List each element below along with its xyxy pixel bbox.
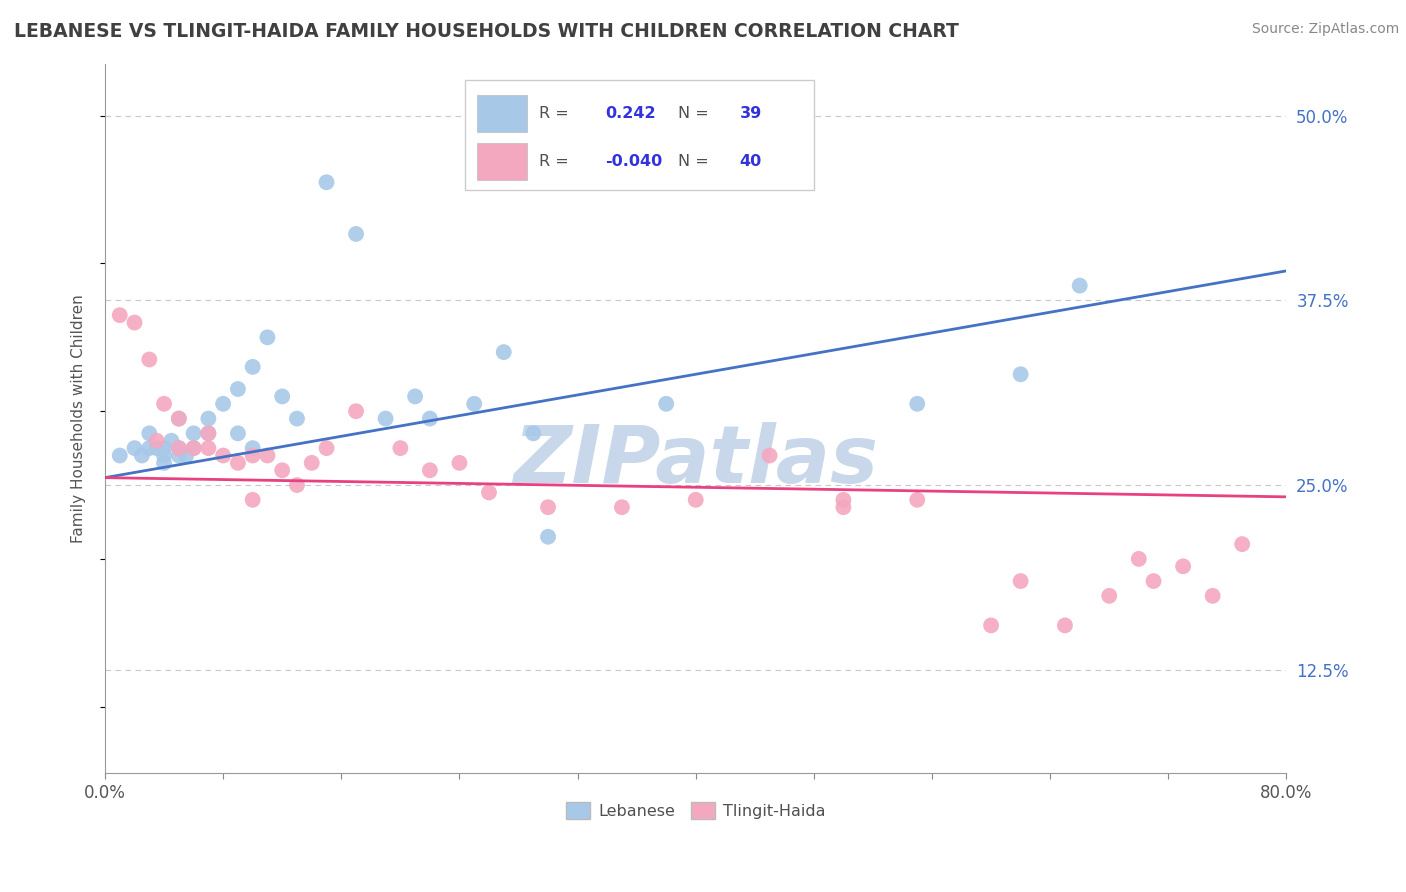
Point — [905, 492, 928, 507]
Point — [242, 441, 264, 455]
Text: R =: R = — [538, 153, 568, 169]
Point — [167, 411, 190, 425]
Point — [1171, 559, 1194, 574]
Point — [226, 456, 249, 470]
Point — [212, 397, 235, 411]
Text: ZIPatlas: ZIPatlas — [513, 422, 879, 500]
Point — [832, 492, 855, 507]
Point — [167, 411, 190, 425]
Point — [301, 456, 323, 470]
Point — [655, 397, 678, 411]
Point — [537, 530, 560, 544]
Point — [980, 618, 1002, 632]
Point — [419, 411, 441, 425]
FancyBboxPatch shape — [477, 143, 527, 179]
Point — [138, 441, 160, 455]
Point — [315, 175, 337, 189]
Point — [131, 449, 153, 463]
Point — [1098, 589, 1121, 603]
Point — [226, 382, 249, 396]
Point — [832, 500, 855, 515]
Point — [153, 441, 176, 455]
Point — [610, 500, 633, 515]
Point — [1201, 589, 1223, 603]
Point — [153, 397, 176, 411]
Point — [197, 441, 219, 455]
Point — [905, 397, 928, 411]
Point — [183, 441, 205, 455]
Point — [374, 411, 396, 425]
Point — [463, 397, 485, 411]
Point — [167, 441, 190, 455]
Point — [344, 227, 367, 241]
Point — [160, 434, 183, 448]
Text: N =: N = — [678, 153, 709, 169]
Point — [389, 441, 412, 455]
Text: LEBANESE VS TLINGIT-HAIDA FAMILY HOUSEHOLDS WITH CHILDREN CORRELATION CHART: LEBANESE VS TLINGIT-HAIDA FAMILY HOUSEHO… — [14, 22, 959, 41]
Point — [174, 449, 197, 463]
Text: 0.242: 0.242 — [605, 106, 655, 121]
Point — [1053, 618, 1076, 632]
Point — [522, 426, 544, 441]
Point — [108, 449, 131, 463]
Point — [1069, 278, 1091, 293]
Point — [1010, 368, 1032, 382]
Text: 40: 40 — [740, 153, 762, 169]
Point — [145, 441, 167, 455]
Text: -0.040: -0.040 — [605, 153, 662, 169]
Point — [242, 492, 264, 507]
Point — [1230, 537, 1253, 551]
Point — [167, 449, 190, 463]
Point — [271, 389, 294, 403]
Point — [404, 389, 426, 403]
Point — [226, 426, 249, 441]
Point — [183, 426, 205, 441]
Point — [344, 404, 367, 418]
FancyBboxPatch shape — [477, 95, 527, 132]
Point — [108, 308, 131, 322]
Point — [183, 441, 205, 455]
Point — [153, 456, 176, 470]
Point — [685, 492, 707, 507]
Point — [285, 411, 308, 425]
Point — [124, 441, 146, 455]
Point — [478, 485, 501, 500]
Point — [197, 411, 219, 425]
Point — [449, 456, 471, 470]
Point — [492, 345, 515, 359]
Point — [138, 352, 160, 367]
Point — [138, 426, 160, 441]
Text: N =: N = — [678, 106, 709, 121]
Point — [256, 330, 278, 344]
Point — [1128, 552, 1150, 566]
Text: 39: 39 — [740, 106, 762, 121]
Point — [212, 449, 235, 463]
Point — [145, 434, 167, 448]
Point — [167, 441, 190, 455]
Point — [285, 478, 308, 492]
Point — [315, 441, 337, 455]
Point — [124, 316, 146, 330]
Text: R =: R = — [538, 106, 568, 121]
Point — [256, 449, 278, 463]
Point — [153, 449, 176, 463]
Point — [197, 426, 219, 441]
Point — [758, 449, 780, 463]
FancyBboxPatch shape — [465, 79, 814, 190]
Point — [271, 463, 294, 477]
Point — [242, 449, 264, 463]
Y-axis label: Family Households with Children: Family Households with Children — [72, 294, 86, 543]
Text: Source: ZipAtlas.com: Source: ZipAtlas.com — [1251, 22, 1399, 37]
Point — [419, 463, 441, 477]
Point — [242, 359, 264, 374]
Point — [197, 426, 219, 441]
Point — [1142, 574, 1164, 588]
Point — [1010, 574, 1032, 588]
Point — [537, 500, 560, 515]
Legend: Lebanese, Tlingit-Haida: Lebanese, Tlingit-Haida — [560, 796, 832, 825]
